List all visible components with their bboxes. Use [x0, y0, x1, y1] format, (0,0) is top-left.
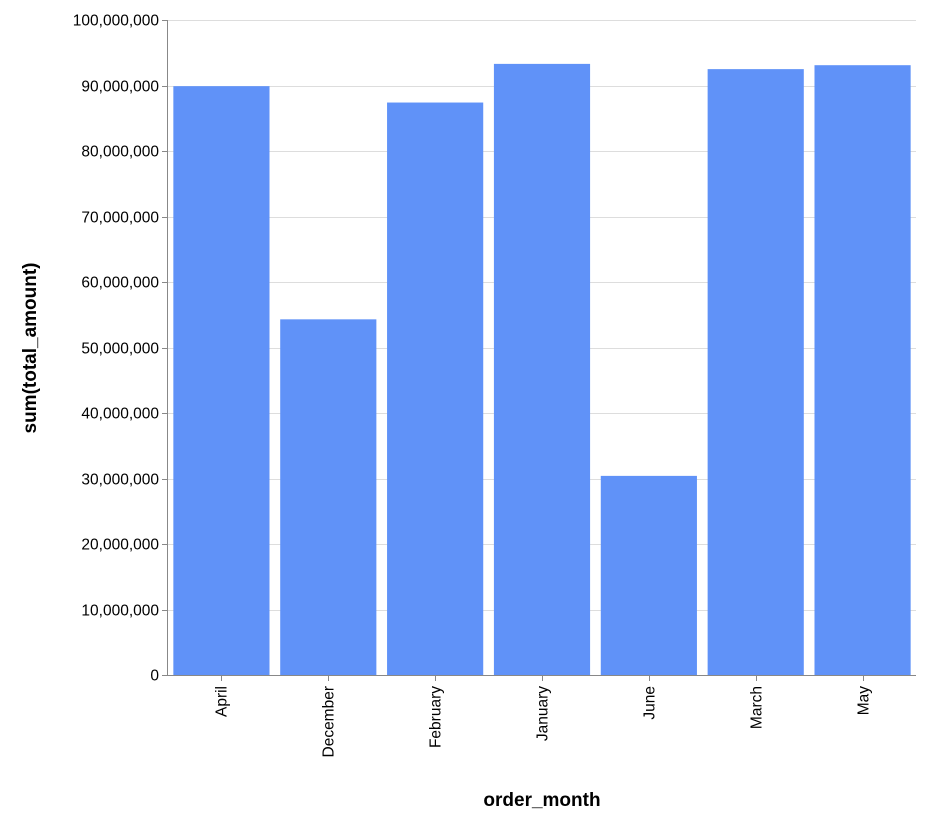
x-tick-label-january: January — [535, 686, 552, 741]
x-tick-label-february: February — [428, 686, 445, 748]
y-tick-label: 70,000,000 — [81, 210, 159, 227]
y-tick-label: 20,000,000 — [81, 537, 159, 554]
y-tick-label: 30,000,000 — [81, 472, 159, 489]
bar-march[interactable] — [707, 69, 804, 675]
bar-may[interactable] — [814, 65, 911, 675]
y-tick-label: 60,000,000 — [81, 275, 159, 292]
y-axis-title: sum(total_amount) — [20, 263, 41, 434]
x-tick-label-march: March — [749, 686, 766, 729]
x-tick-label-december: December — [321, 686, 338, 758]
y-axis-ticks: 0 10,000,000 20,000,000 30,000,000 40,000,00… — [73, 13, 168, 685]
y-tick-label: 90,000,000 — [81, 79, 159, 96]
bars — [173, 63, 911, 675]
x-axis-title: order_month — [483, 790, 600, 811]
bar-april[interactable] — [173, 86, 270, 675]
y-tick-label: 100,000,000 — [73, 13, 160, 30]
y-tick-label: 0 — [150, 668, 159, 685]
bar-february[interactable] — [387, 102, 484, 675]
bar-december[interactable] — [280, 319, 377, 675]
axes — [167, 20, 916, 676]
x-tick-label-may: May — [856, 686, 873, 716]
y-tick-label: 50,000,000 — [81, 341, 159, 358]
y-tick-label: 10,000,000 — [81, 603, 159, 620]
x-tick-label-april: April — [214, 686, 231, 717]
bar-june[interactable] — [600, 475, 697, 675]
x-axis-ticks: April December February January June March May — [214, 675, 873, 758]
bar-january[interactable] — [493, 63, 591, 675]
y-tick-label: 80,000,000 — [81, 144, 159, 161]
y-tick-label: 40,000,000 — [81, 406, 159, 423]
x-tick-label-june: June — [642, 686, 659, 720]
